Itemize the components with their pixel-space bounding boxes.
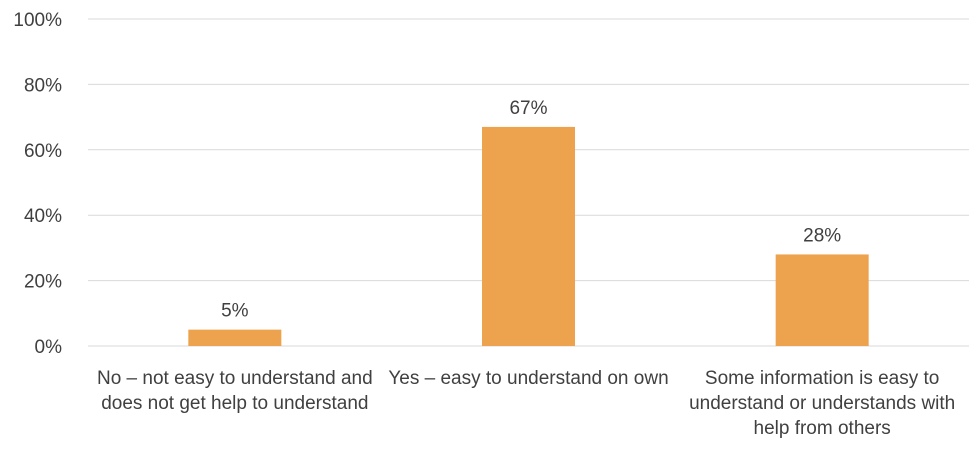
data-label: 5% bbox=[221, 301, 249, 322]
y-axis-ticks: 0% 20% 40% 60% 80% 100% bbox=[13, 10, 62, 358]
y-tick-label: 60% bbox=[24, 141, 62, 162]
y-tick-label: 80% bbox=[24, 75, 62, 96]
data-label: 67% bbox=[509, 98, 547, 119]
y-tick-label: 20% bbox=[24, 272, 62, 293]
bar bbox=[775, 254, 869, 346]
bars bbox=[188, 126, 869, 346]
data-labels: 5% 67% 28% bbox=[221, 98, 841, 322]
x-tick-label: No – not easy to understand and does not… bbox=[96, 368, 373, 414]
bar bbox=[188, 329, 282, 346]
bar bbox=[482, 126, 575, 346]
y-tick-label: 40% bbox=[24, 206, 62, 227]
x-tick-label: Yes – easy to understand on own bbox=[388, 368, 669, 389]
data-label: 28% bbox=[803, 225, 841, 246]
y-tick-label: 0% bbox=[35, 337, 63, 358]
y-tick-label: 100% bbox=[13, 10, 62, 31]
x-tick-label: Some information is easy to understand o… bbox=[689, 368, 956, 439]
